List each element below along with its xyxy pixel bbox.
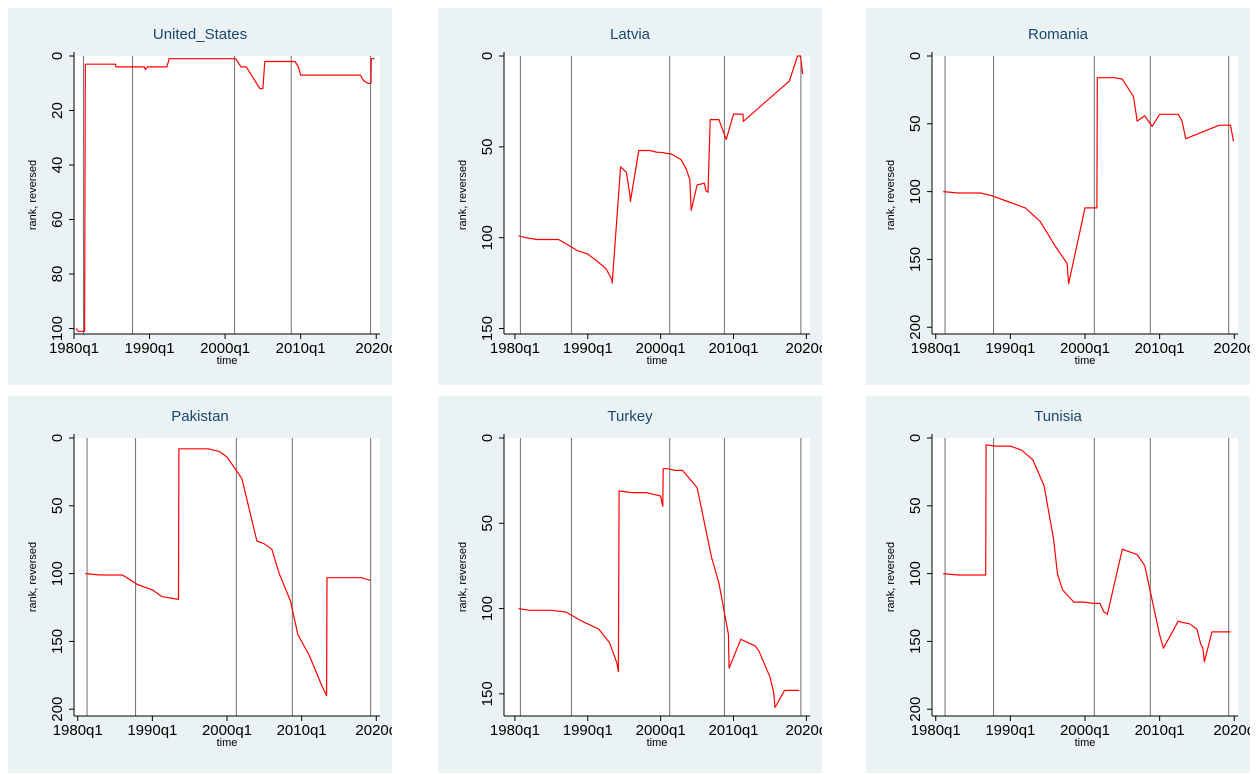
y-tick-label: 0 (479, 52, 496, 60)
x-tick-label: 2000q1 (202, 722, 252, 739)
y-tick-label: 0 (907, 434, 924, 442)
x-axis-title: time (647, 737, 668, 749)
y-axis-title: rank, reversed (27, 542, 39, 612)
rank-series-line (518, 55, 804, 284)
y-tick-label: 150 (907, 629, 924, 654)
panel-title: Turkey (607, 408, 653, 425)
x-tick-label: 2020q (355, 340, 392, 357)
y-tick-label: 50 (907, 115, 924, 132)
y-tick-label: 100 (907, 179, 924, 204)
rank-series-line (518, 468, 800, 709)
x-tick-label: 1980q1 (49, 340, 99, 357)
y-tick-label: 40 (49, 157, 66, 174)
x-tick-label: 2000q1 (1060, 340, 1110, 357)
x-tick-label: 2000q1 (636, 722, 686, 739)
y-tick-label: 200 (907, 315, 924, 340)
y-tick-label: 0 (49, 434, 66, 442)
x-tick-label: 1980q1 (490, 722, 540, 739)
x-tick-label: 2010q1 (708, 722, 758, 739)
x-tick-label: 2000q1 (636, 340, 686, 357)
plot-area (504, 56, 810, 334)
y-tick-label: 150 (49, 629, 66, 654)
x-tick-label: 1990q1 (125, 340, 175, 357)
rank-series-line (943, 444, 1231, 663)
x-tick-label: 1980q1 (53, 722, 103, 739)
y-tick-label: 80 (49, 266, 66, 283)
plot-area (504, 438, 810, 716)
y-tick-label: 150 (479, 316, 496, 341)
y-axis-title: rank, reversed (27, 160, 39, 230)
x-tick-label: 2010q1 (277, 722, 327, 739)
x-tick-label: 2020q (1213, 722, 1250, 739)
plot-area (932, 438, 1238, 716)
y-axis-title: rank, reversed (885, 542, 897, 612)
x-tick-label: 1990q1 (127, 722, 177, 739)
y-tick-label: 20 (49, 102, 66, 119)
y-tick-label: 0 (49, 52, 66, 60)
plot-area (74, 438, 380, 716)
x-tick-label: 1990q1 (563, 340, 613, 357)
x-tick-label: 2010q1 (276, 340, 326, 357)
panel-title: United_States (153, 26, 247, 43)
y-tick-label: 100 (479, 225, 496, 250)
x-axis-title: time (1075, 355, 1096, 367)
y-tick-label: 50 (479, 515, 496, 532)
x-axis-title: time (1075, 737, 1096, 749)
y-tick-label: 50 (49, 497, 66, 514)
x-tick-label: 1980q1 (911, 340, 961, 357)
x-tick-label: 2010q1 (1135, 340, 1185, 357)
x-tick-label: 2010q1 (1135, 722, 1185, 739)
rank-series-line (85, 448, 371, 697)
x-tick-label: 2020q (785, 340, 822, 357)
y-tick-label: 100 (907, 561, 924, 586)
y-tick-label: 150 (907, 247, 924, 272)
y-axis-title: rank, reversed (457, 160, 469, 230)
x-axis-title: time (647, 355, 668, 367)
panel-title: Latvia (610, 26, 651, 43)
y-tick-label: 100 (49, 316, 66, 341)
y-tick-label: 150 (479, 681, 496, 706)
x-tick-label: 2020q (355, 722, 392, 739)
plot-area (932, 56, 1238, 334)
x-tick-label: 1980q1 (490, 340, 540, 357)
y-tick-label: 100 (49, 561, 66, 586)
x-tick-label: 1990q1 (985, 722, 1035, 739)
y-tick-label: 50 (907, 497, 924, 514)
x-axis-title: time (217, 737, 238, 749)
panel-title: Romania (1028, 26, 1089, 43)
plot-area (74, 56, 380, 334)
panel-title: Pakistan (171, 408, 229, 425)
y-tick-label: 0 (479, 434, 496, 442)
y-tick-label: 60 (49, 211, 66, 228)
y-tick-label: 50 (479, 139, 496, 156)
rank-series-line (943, 77, 1235, 285)
y-tick-label: 200 (907, 697, 924, 722)
x-axis-title: time (217, 355, 238, 367)
y-tick-label: 0 (907, 52, 924, 60)
y-tick-label: 200 (49, 697, 66, 722)
x-tick-label: 1990q1 (985, 340, 1035, 357)
x-tick-label: 2020q (1213, 340, 1250, 357)
chart-panel-5: Turkey 0 50 100 150 1980q1 1990q1 2000q1 2010q1 2… (438, 396, 822, 773)
y-axis-title: rank, reversed (885, 160, 897, 230)
x-tick-label: 2010q1 (708, 340, 758, 357)
panel-title: Tunisia (1034, 408, 1082, 425)
x-tick-label: 1980q1 (911, 722, 961, 739)
rank-series-line (75, 58, 375, 332)
x-tick-label: 2020q (785, 722, 822, 739)
x-tick-label: 1990q1 (563, 722, 613, 739)
y-tick-label: 100 (479, 596, 496, 621)
y-axis-title: rank, reversed (457, 542, 469, 612)
x-tick-label: 2000q1 (200, 340, 250, 357)
x-tick-label: 2000q1 (1060, 722, 1110, 739)
